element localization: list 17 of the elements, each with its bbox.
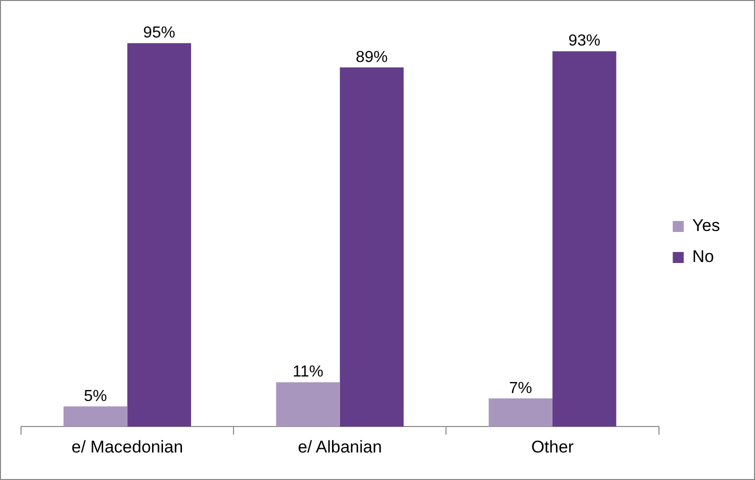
data-label: 95% bbox=[143, 24, 176, 42]
bar bbox=[488, 398, 552, 427]
bar bbox=[64, 406, 128, 427]
bar bbox=[552, 51, 616, 427]
x-tick-label: e/ Macedonian bbox=[72, 437, 184, 456]
legend-label: No bbox=[692, 247, 714, 266]
data-label: 11% bbox=[292, 364, 324, 381]
legend-label: Yes bbox=[692, 216, 720, 236]
bar bbox=[127, 43, 192, 427]
data-label: 89% bbox=[356, 48, 388, 66]
data-label: 5% bbox=[84, 388, 107, 405]
x-tick-label: e/ Albanian bbox=[298, 437, 382, 456]
bar bbox=[340, 67, 404, 427]
x-tick-label: Other bbox=[531, 437, 574, 456]
data-label: 93% bbox=[568, 32, 600, 50]
data-label: 7% bbox=[509, 380, 532, 397]
bar bbox=[276, 382, 340, 427]
